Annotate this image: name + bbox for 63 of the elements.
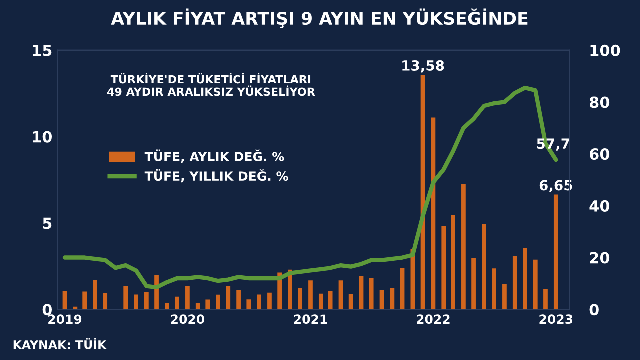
text: KAYNAK: TÜİK xyxy=(14,338,108,350)
bar xyxy=(246,300,252,310)
y-tick-label: 0 xyxy=(42,304,52,316)
bar xyxy=(369,278,374,310)
bar xyxy=(462,184,466,310)
x-tick-label: 2021 xyxy=(294,314,328,324)
bar xyxy=(318,294,324,310)
bar xyxy=(103,293,108,310)
bar xyxy=(472,258,476,310)
y2-tick-label: 40 xyxy=(590,200,610,212)
bar xyxy=(308,280,313,310)
bar xyxy=(206,300,210,310)
y-tick-label: 5 xyxy=(43,218,52,230)
bar xyxy=(380,290,384,310)
bar xyxy=(492,268,496,310)
bar xyxy=(196,304,200,310)
bar xyxy=(82,292,88,310)
bar xyxy=(226,286,231,310)
legend-label: TÜFE, AYLIK DEĞ. % xyxy=(144,150,284,164)
y-tick-label: 10 xyxy=(33,131,52,143)
legend-label: TÜFE, YILLIK DEĞ. % xyxy=(144,169,288,183)
x-tick-label: 2022 xyxy=(417,314,450,324)
y2-tick-label: 80 xyxy=(590,96,610,108)
y2-tick-label: 60 xyxy=(590,148,610,160)
bar xyxy=(328,290,333,310)
bar xyxy=(338,280,344,310)
bar xyxy=(175,296,180,310)
data-label: 57,7 xyxy=(537,138,570,151)
bar xyxy=(512,256,518,310)
bar xyxy=(451,215,456,310)
annotation: TÜRKİYE'DE TÜKETİCİ FİYATLARI 49 AYDIR ARALIKSIZ YÜKSELİYOR xyxy=(107,73,316,96)
bar xyxy=(482,224,486,310)
bar xyxy=(390,288,395,310)
y2-tick-label: 20 xyxy=(590,252,610,264)
bar xyxy=(268,292,272,310)
bar xyxy=(359,276,364,310)
bar xyxy=(134,294,138,310)
x-tick-label: 2020 xyxy=(171,314,204,324)
bar xyxy=(298,288,303,310)
bar xyxy=(442,226,446,310)
y2-tick-label: 0 xyxy=(590,304,599,316)
y2-tick-label: 100 xyxy=(590,44,620,56)
bar xyxy=(236,290,241,310)
y-tick-label: 15 xyxy=(33,45,52,56)
data-label: 6,65 xyxy=(540,180,572,192)
data-label: 13,58 xyxy=(402,60,444,73)
bar xyxy=(400,268,405,310)
bar xyxy=(533,260,538,310)
bar xyxy=(523,248,528,310)
bar xyxy=(544,289,548,310)
bar xyxy=(502,284,507,310)
bar xyxy=(186,286,190,310)
bar xyxy=(124,286,128,310)
x-tick-label: 2023 xyxy=(540,314,573,324)
bar xyxy=(144,292,149,310)
bar xyxy=(165,303,170,310)
bar xyxy=(93,280,98,310)
x-tick-label: 2019 xyxy=(48,314,82,324)
bar xyxy=(348,294,354,310)
chart-title: AYLIK FİYAT ARTIŞI 9 AYIN EN YÜKSEĞİNDE xyxy=(111,8,528,28)
bar xyxy=(216,294,220,310)
bar xyxy=(554,194,558,310)
bar xyxy=(257,294,262,310)
